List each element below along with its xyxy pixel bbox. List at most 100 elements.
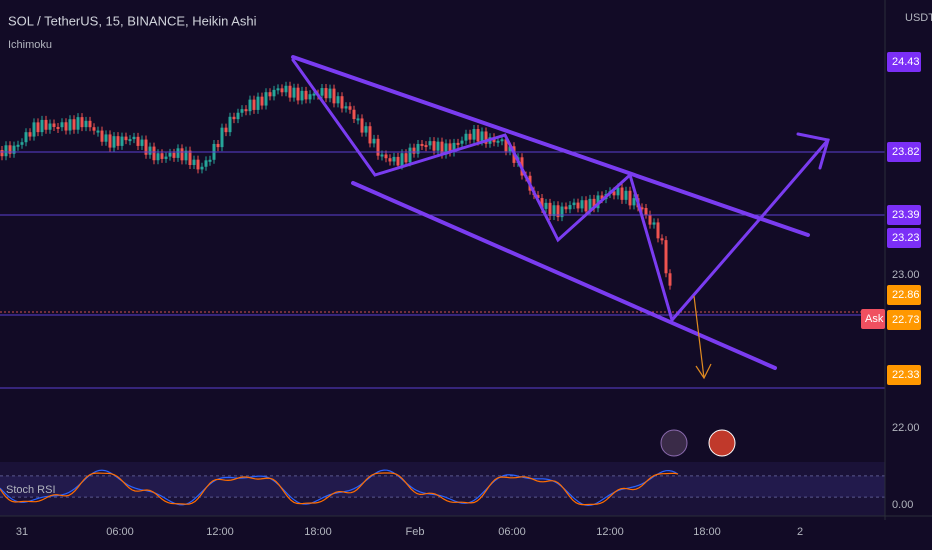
candle xyxy=(576,202,580,209)
price-tag xyxy=(887,142,921,162)
candle xyxy=(580,200,584,209)
flag-icon[interactable] xyxy=(708,429,736,457)
candle xyxy=(96,130,100,133)
candle xyxy=(144,139,148,155)
candle xyxy=(44,119,48,130)
candle xyxy=(396,156,400,166)
candle xyxy=(540,198,544,209)
price-label: 23.23 xyxy=(892,232,920,244)
candle xyxy=(484,131,488,144)
candle xyxy=(432,141,436,151)
candle xyxy=(668,273,672,286)
candle xyxy=(644,207,648,215)
candle xyxy=(428,141,432,146)
candle xyxy=(228,116,232,133)
candle xyxy=(84,120,88,128)
candle xyxy=(416,143,420,154)
symbol: SOL / TetherUS, 15, BINANCE, Heikin Ashi xyxy=(8,13,257,28)
time-axis: 31 06:00 12:00 18:00 Feb 06:00 12:00 18:00 2 xyxy=(16,526,803,538)
candle xyxy=(388,158,392,162)
candle xyxy=(600,195,604,200)
candle xyxy=(256,96,260,110)
price-label: 22.86 xyxy=(892,289,920,301)
candle xyxy=(48,123,52,130)
candle xyxy=(248,99,252,112)
time-label: 12:00 xyxy=(596,526,624,538)
candle xyxy=(16,144,20,147)
candle xyxy=(192,159,196,165)
candle xyxy=(624,190,628,200)
candle xyxy=(224,127,228,133)
candle xyxy=(4,145,8,157)
candle xyxy=(544,202,548,209)
candle xyxy=(268,92,272,97)
candle xyxy=(36,122,40,133)
candle xyxy=(152,146,156,161)
time-label: 18:00 xyxy=(304,526,332,538)
candle xyxy=(20,142,24,145)
unit: USDT xyxy=(905,12,932,24)
candle xyxy=(60,122,64,128)
price-axis: 24.43 23.82 23.39 23.23 23.00 22.86 22.73 22.33… xyxy=(861,52,921,511)
candle xyxy=(440,141,444,155)
candle xyxy=(588,198,592,212)
price-tag xyxy=(887,285,921,305)
candle xyxy=(120,136,124,146)
candle xyxy=(72,119,76,130)
drawings xyxy=(291,55,830,370)
candle xyxy=(504,139,508,152)
candle xyxy=(88,120,92,128)
candle xyxy=(320,88,324,96)
candle xyxy=(616,187,620,196)
price-label: 22.73 xyxy=(892,314,920,326)
stoch-d xyxy=(0,472,679,506)
price-label: 0.00 xyxy=(892,499,913,511)
event-icon[interactable] xyxy=(660,429,688,457)
price-tag xyxy=(887,205,921,225)
time-label: 06:00 xyxy=(106,526,134,538)
candle xyxy=(620,187,624,200)
candle xyxy=(572,202,576,206)
candle xyxy=(652,222,656,225)
candle xyxy=(108,134,112,148)
time-label: 31 xyxy=(16,526,28,538)
price-label: 23.00 xyxy=(892,269,920,281)
candle xyxy=(596,195,600,209)
candle xyxy=(180,148,184,161)
price-label: 22.00 xyxy=(892,422,920,434)
candle xyxy=(176,148,180,158)
candle xyxy=(52,123,56,127)
candle xyxy=(648,214,652,225)
candle xyxy=(244,109,248,112)
candle xyxy=(464,133,468,141)
candle xyxy=(68,119,72,131)
candle xyxy=(264,92,268,106)
candle xyxy=(112,136,116,148)
candle xyxy=(536,195,540,199)
candle xyxy=(12,145,16,154)
candle xyxy=(564,206,568,210)
candle xyxy=(340,96,344,109)
candle xyxy=(408,147,412,163)
candle xyxy=(172,152,176,158)
indicator-label: Ichimoku xyxy=(8,39,52,51)
candle xyxy=(260,96,264,106)
candle xyxy=(356,118,360,121)
candle xyxy=(376,138,380,156)
candle xyxy=(92,127,96,131)
price-tag xyxy=(887,365,921,385)
candle xyxy=(468,133,472,140)
candle xyxy=(436,141,440,151)
price-tag xyxy=(887,228,921,248)
candle xyxy=(348,106,352,110)
candle xyxy=(220,127,224,148)
candle xyxy=(448,143,452,153)
candle xyxy=(200,166,204,170)
candle xyxy=(164,156,168,159)
candle xyxy=(140,139,144,146)
candle xyxy=(500,139,504,142)
candle xyxy=(344,106,348,109)
time-label: Feb xyxy=(406,526,425,538)
candle xyxy=(584,200,588,212)
